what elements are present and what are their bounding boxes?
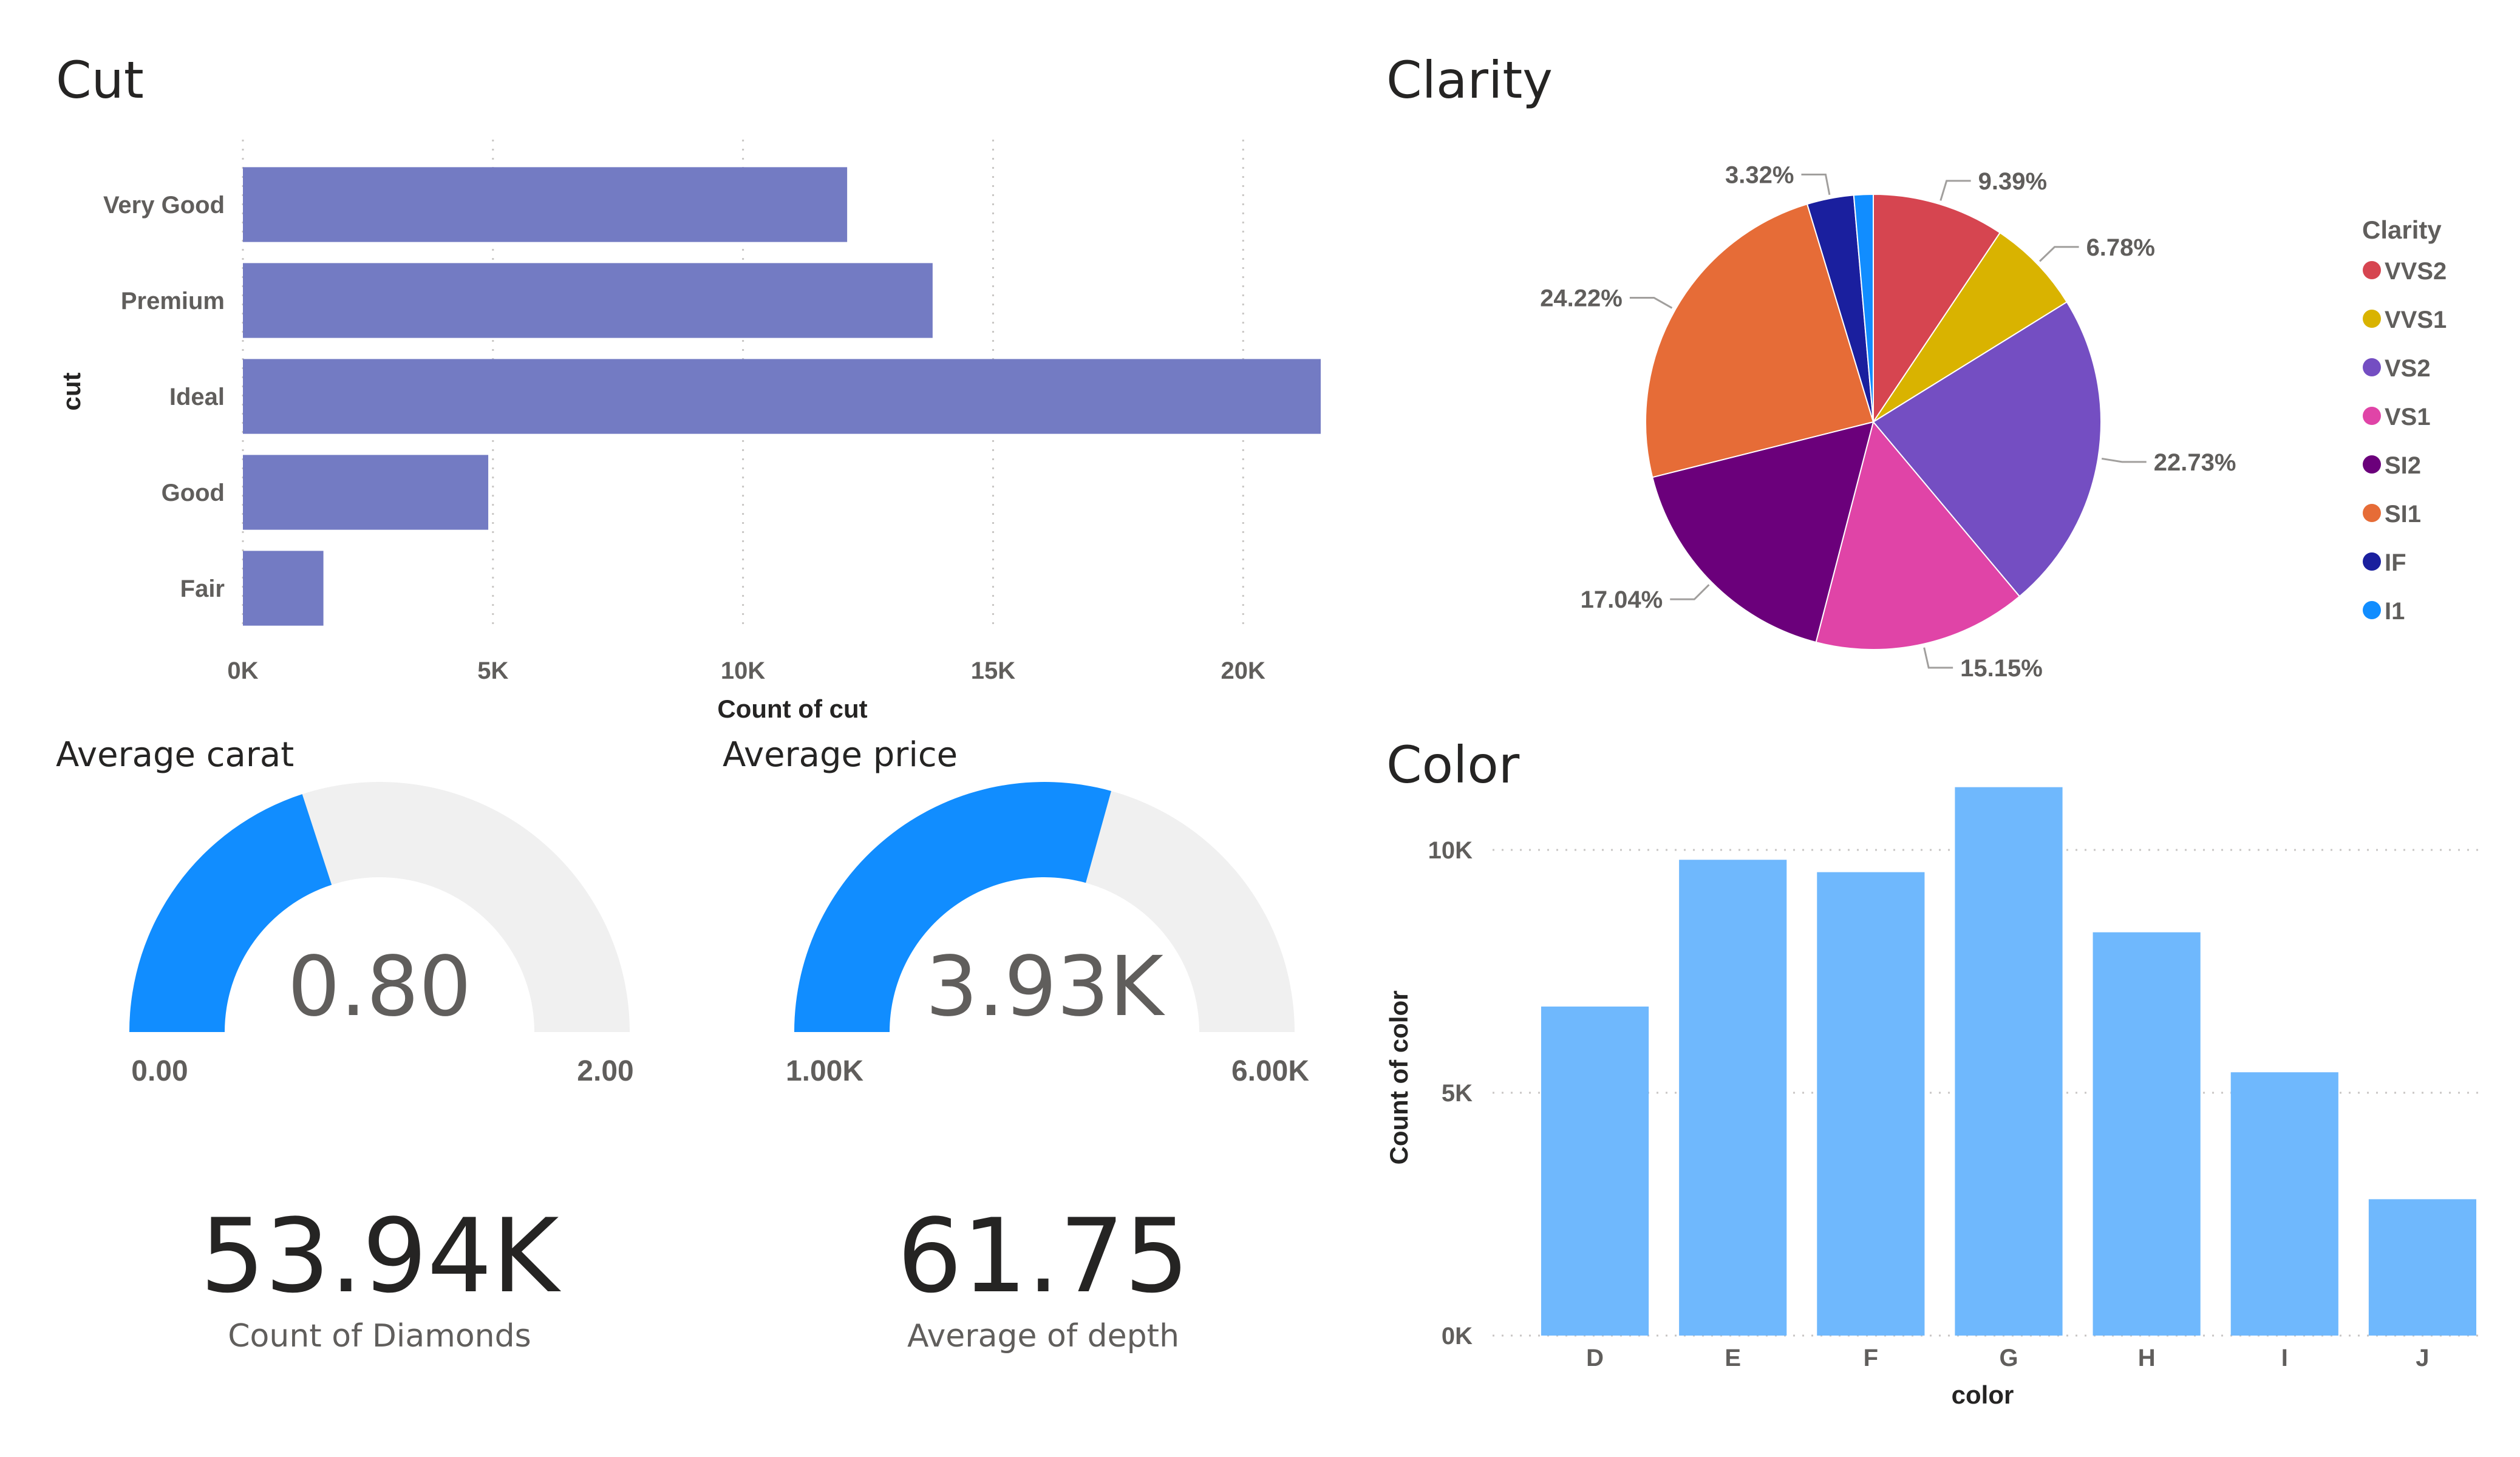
cut-x-tick-label: 0K	[227, 657, 258, 684]
card-count-diamonds-label: Count of Diamonds	[228, 1318, 531, 1354]
clarity-legend-label: VVS1	[2385, 307, 2447, 333]
clarity-leader-line	[1670, 584, 1710, 600]
clarity-legend-label: I1	[2385, 598, 2405, 625]
clarity-legend-label: VVS2	[2385, 258, 2447, 285]
cut-category-label: Ideal	[169, 384, 225, 410]
card-average-depth-value: 61.75	[897, 1197, 1190, 1316]
clarity-slice-vs1	[1815, 420, 2021, 650]
cut-x-axis-title: Count of cut	[717, 695, 867, 723]
clarity-leader-line	[1801, 173, 1831, 195]
clarity-legend-swatch	[2363, 358, 2381, 376]
cut-x-tick-label: 5K	[477, 657, 508, 684]
color-x-tick-label: E	[1725, 1345, 1741, 1371]
cut-bar	[243, 455, 489, 530]
color-y-axis-title: Count of color	[1384, 991, 1413, 1165]
cut-category-label: Very Good	[103, 192, 225, 219]
clarity-pie-chart-svg: 9.39% 6.78% 22.73% 15.15% 17.04% 24.22% 3.32% C…	[1540, 161, 2447, 682]
color-x-tick-label: J	[2416, 1345, 2429, 1371]
clarity-legend-swatch	[2363, 261, 2381, 279]
gauge-value-label: 0.80	[288, 939, 472, 1035]
clarity-leader-line	[2101, 457, 2147, 463]
clarity-data-label: 3.32%	[1725, 161, 1794, 188]
clarity-slice-vs2	[1872, 301, 2102, 597]
cut-category-label: Good	[162, 480, 225, 506]
color-bar	[1541, 1007, 1649, 1336]
color-y-tick-label: 5K	[1442, 1080, 1473, 1107]
clarity-leader-line	[1939, 180, 1971, 201]
color-bar	[2093, 932, 2201, 1336]
color-x-tick-label: F	[1864, 1345, 1878, 1371]
clarity-legend-label: VS2	[2385, 355, 2431, 382]
clarity-legend-label: SI2	[2385, 452, 2421, 479]
cut-x-tick-label: 15K	[971, 657, 1015, 684]
color-bar	[2368, 1199, 2477, 1336]
color-bar	[1955, 787, 2063, 1336]
cut-bar-chart: 0K 5K 10K 15K 20K Very Good Premium Ideal Good Fa…	[0, 0, 1360, 741]
clarity-legend-label: SI1	[2385, 501, 2421, 528]
clarity-data-label: 9.39%	[1978, 168, 2047, 195]
gauge-fill	[129, 794, 332, 1032]
clarity-data-label: 15.15%	[1960, 655, 2043, 682]
color-x-tick-label: I	[2281, 1345, 2288, 1371]
gauge-max-label: 2.00	[577, 1055, 633, 1087]
color-x-tick-label: G	[1999, 1345, 2018, 1371]
clarity-legend-swatch	[2363, 310, 2381, 328]
cut-bar	[243, 167, 848, 242]
clarity-legend-swatch	[2363, 504, 2381, 522]
cut-bar	[243, 551, 324, 626]
clarity-pie-chart: 9.39% 6.78% 22.73% 15.15% 17.04% 24.22% 3.32% C…	[0, 0, 2520, 716]
color-x-axis-title: color	[1952, 1381, 2014, 1409]
cut-category-label: Premium	[121, 288, 225, 314]
gauge-value-label: 3.93K	[925, 939, 1166, 1035]
card-average-depth-label: Average of depth	[907, 1318, 1180, 1354]
cut-category-label: Fair	[180, 576, 225, 602]
clarity-slice-si2	[1652, 421, 1875, 644]
gauge-min-label: 1.00K	[786, 1055, 863, 1087]
color-x-tick-label: H	[2138, 1345, 2156, 1371]
color-y-tick-label: 10K	[1428, 837, 1473, 864]
color-bar	[2230, 1072, 2338, 1336]
clarity-chart-title: Clarity	[1386, 50, 1553, 110]
color-chart-title: Color	[1386, 735, 1520, 795]
clarity-leader-line	[1629, 297, 1673, 309]
color-y-tick-label: 0K	[1442, 1323, 1473, 1350]
cut-y-axis-title: cut	[57, 372, 86, 410]
clarity-legend-title: Clarity	[2362, 216, 2442, 244]
card-count-diamonds-value: 53.94K	[200, 1197, 559, 1316]
clarity-data-label: 22.73%	[2154, 449, 2236, 476]
gauge-fill	[794, 782, 1111, 1032]
cut-bar-chart-svg: 0K 5K 10K 15K 20K Very Good Premium Ideal Good Fa…	[57, 140, 1321, 723]
clarity-legend-swatch	[2363, 601, 2381, 619]
cut-bar	[243, 263, 933, 338]
cut-chart-title: Cut	[56, 50, 144, 110]
gauge-price-title: Average price	[723, 735, 958, 775]
clarity-slice-i1	[1853, 193, 1874, 423]
cut-x-tick-label: 10K	[721, 657, 765, 684]
clarity-data-label: 24.22%	[1540, 285, 1623, 312]
gauge-max-label: 6.00K	[1231, 1055, 1309, 1087]
clarity-leader-line	[1923, 647, 1953, 669]
gauges-svg: 0.80 0.00 2.00 3.93K 1.00K 6.00K	[129, 782, 1309, 1087]
color-bar	[1817, 872, 1925, 1336]
clarity-slice-vvs1	[1873, 232, 2068, 423]
clarity-slice-si1	[1645, 203, 1875, 478]
clarity-data-label: 17.04%	[1581, 586, 1663, 613]
color-bar	[1679, 860, 1787, 1336]
clarity-slice-vvs2	[1873, 193, 2001, 424]
clarity-legend-swatch	[2363, 455, 2381, 474]
clarity-leader-line	[2039, 246, 2079, 262]
gauges-layer: 0.80 0.00 2.00 3.93K 1.00K 6.00K	[129, 782, 1309, 1087]
gauge-min-label: 0.00	[131, 1055, 188, 1087]
cut-bar	[243, 359, 1321, 434]
clarity-data-label: 6.78%	[2086, 234, 2155, 261]
clarity-legend-label: IF	[2385, 549, 2406, 576]
gauge-carat-title: Average carat	[56, 735, 295, 775]
cut-x-tick-label: 20K	[1221, 657, 1265, 684]
clarity-legend-swatch	[2363, 407, 2381, 425]
clarity-legend-swatch	[2363, 552, 2381, 571]
clarity-legend-label: VS1	[2385, 404, 2431, 430]
color-x-tick-label: D	[1586, 1345, 1604, 1371]
